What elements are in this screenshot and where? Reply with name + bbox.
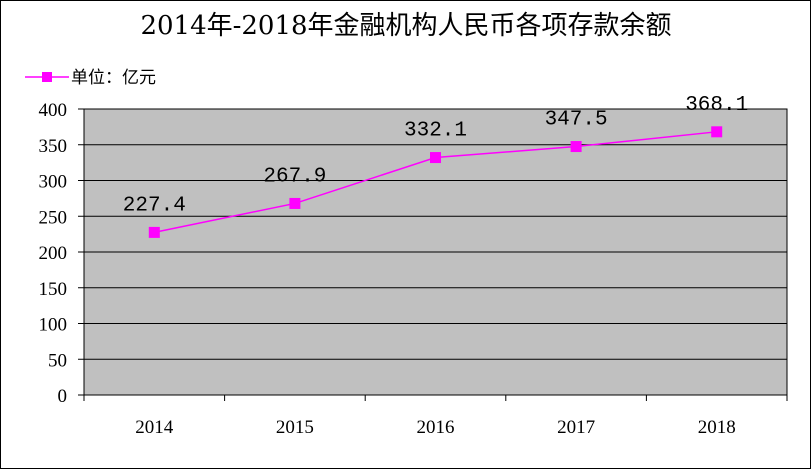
data-point — [289, 197, 301, 209]
y-axis: 0 50 100 150 200 250 300 350 400 — [39, 100, 84, 407]
y-tick-label: 50 — [48, 350, 67, 371]
data-label: 227.4 — [123, 194, 186, 217]
data-label: 332.1 — [404, 120, 467, 143]
data-point — [430, 152, 441, 164]
data-points — [148, 126, 723, 238]
data-point — [570, 141, 582, 153]
x-axis: 2014 2015 2016 2017 2018 — [83, 395, 788, 438]
x-tick-label: 2015 — [276, 417, 314, 438]
y-tick-label: 0 — [58, 386, 68, 407]
legend-marker — [42, 72, 52, 82]
data-labels: 227.4 267.9 332.1 347.5 368.1 — [123, 94, 748, 218]
data-label: 347.5 — [545, 109, 608, 132]
y-tick-label: 250 — [39, 207, 68, 228]
y-tick-label: 150 — [39, 279, 68, 300]
y-tick-label: 300 — [39, 172, 68, 193]
gridlines — [84, 144, 787, 360]
x-tick-label: 2014 — [135, 417, 174, 438]
y-tick-label: 200 — [39, 243, 68, 264]
data-label: 267.9 — [263, 165, 326, 188]
x-tick-label: 2016 — [417, 417, 455, 438]
data-label: 368.1 — [685, 94, 748, 117]
x-tick-label: 2017 — [557, 417, 595, 438]
data-point — [148, 226, 160, 238]
x-tick-label: 2018 — [698, 417, 736, 438]
chart-title: 2014年-2018年金融机构人民币各项存款余额 — [140, 11, 671, 41]
data-point — [711, 126, 723, 138]
legend-label: 单位：亿元 — [71, 68, 156, 88]
y-tick-label: 100 — [39, 315, 68, 336]
y-tick-label: 350 — [39, 136, 68, 157]
legend: 单位：亿元 — [25, 68, 156, 88]
y-tick-label: 400 — [39, 100, 68, 121]
